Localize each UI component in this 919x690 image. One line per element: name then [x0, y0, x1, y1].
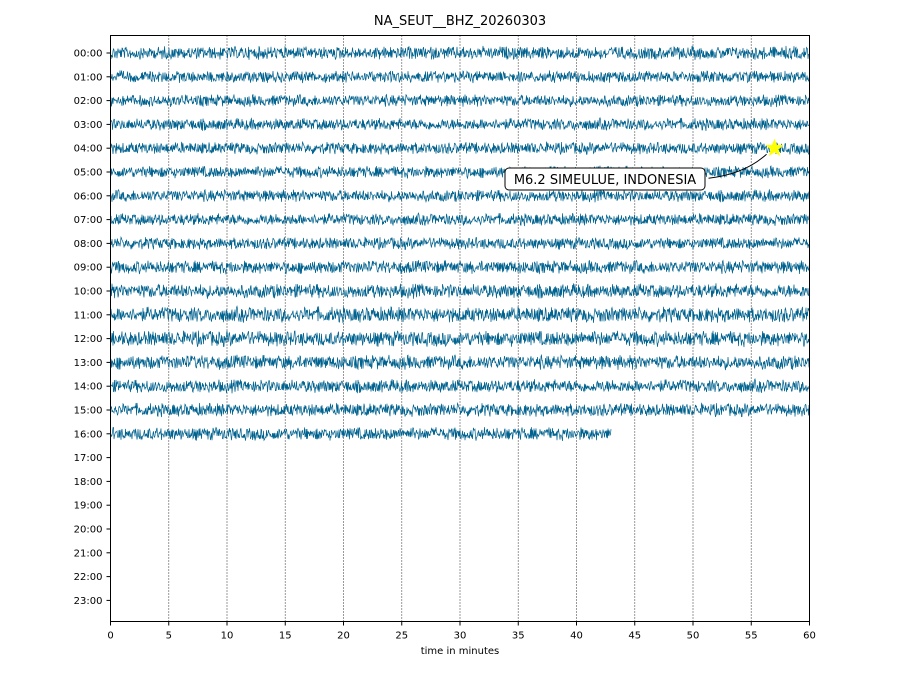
- seismic-trace: [110, 236, 810, 251]
- y-tick-label: 12:00: [74, 334, 103, 345]
- seismic-trace: [110, 45, 810, 61]
- x-tick-label: 30: [454, 631, 467, 642]
- x-tick-label: 0: [107, 631, 113, 642]
- y-tick-label: 17:00: [74, 453, 103, 464]
- x-tick-label: 45: [628, 631, 641, 642]
- event-star-marker: [765, 138, 784, 157]
- annotation-box: [504, 167, 706, 191]
- seismic-trace: [110, 188, 810, 203]
- annotation-arrow: [708, 153, 767, 179]
- seismic-trace: [110, 330, 810, 348]
- y-tick-label: 13:00: [74, 358, 103, 369]
- seismic-trace: [110, 140, 810, 156]
- y-tick-label: 14:00: [74, 382, 103, 393]
- seismic-trace: [110, 401, 810, 418]
- y-tick-label: 15:00: [74, 406, 103, 417]
- x-axis: 0 5 10 15 20 25 30 35 40 45 50 55 60: [107, 621, 816, 642]
- trace-layer: [110, 45, 810, 442]
- y-tick-label: 22:00: [74, 572, 103, 583]
- seismic-trace: [110, 354, 810, 371]
- y-tick-label: 20:00: [74, 525, 103, 536]
- seismic-trace: [110, 377, 810, 394]
- event-label: M6.2 SIMEULUE, INDONESIA: [514, 173, 696, 188]
- chart-title: NA_SEUT__BHZ_20260303: [374, 14, 546, 29]
- x-tick-label: 10: [221, 631, 234, 642]
- x-tick-label: 15: [279, 631, 292, 642]
- y-tick-label: 11:00: [74, 310, 103, 321]
- y-tick-label: 01:00: [74, 72, 103, 83]
- seismic-trace: [110, 305, 810, 324]
- y-tick-label: 10:00: [74, 287, 103, 298]
- y-axis: 00:00 01:00 02:00 03:00 04:00 05:00 06:00 07:00…: [74, 49, 111, 607]
- x-axis-label: time in minutes: [421, 646, 500, 657]
- x-tick-label: 55: [745, 631, 758, 642]
- x-tick-label: 40: [570, 631, 583, 642]
- seismic-trace: [110, 116, 810, 132]
- y-tick-label: 00:00: [74, 49, 103, 60]
- y-tick-label: 09:00: [74, 263, 103, 274]
- y-tick-label: 05:00: [74, 168, 103, 179]
- seismic-trace: [110, 93, 810, 108]
- seismic-trace: [110, 212, 810, 227]
- y-tick-label: 02:00: [74, 96, 103, 107]
- seismic-trace: [110, 283, 810, 299]
- x-tick-label: 20: [337, 631, 350, 642]
- y-tick-label: 03:00: [74, 120, 103, 131]
- seismic-trace: [110, 259, 810, 275]
- y-tick-label: 04:00: [74, 144, 103, 155]
- y-tick-label: 16:00: [74, 429, 103, 440]
- x-tick-label: 60: [803, 631, 816, 642]
- y-tick-label: 23:00: [74, 596, 103, 607]
- x-tick-label: 35: [512, 631, 525, 642]
- seismic-trace: [110, 70, 810, 84]
- y-tick-label: 08:00: [74, 239, 103, 250]
- x-tick-label: 50: [687, 631, 700, 642]
- seismic-trace: [110, 426, 612, 442]
- event-annotation: M6.2 SIMEULUE, INDONESIA: [504, 138, 784, 191]
- y-tick-label: 07:00: [74, 215, 103, 226]
- x-tick-label: 25: [395, 631, 408, 642]
- y-tick-label: 06:00: [74, 191, 103, 202]
- y-tick-label: 21:00: [74, 548, 103, 559]
- x-tick-label: 5: [166, 631, 172, 642]
- y-tick-label: 19:00: [74, 501, 103, 512]
- y-tick-label: 18:00: [74, 477, 103, 488]
